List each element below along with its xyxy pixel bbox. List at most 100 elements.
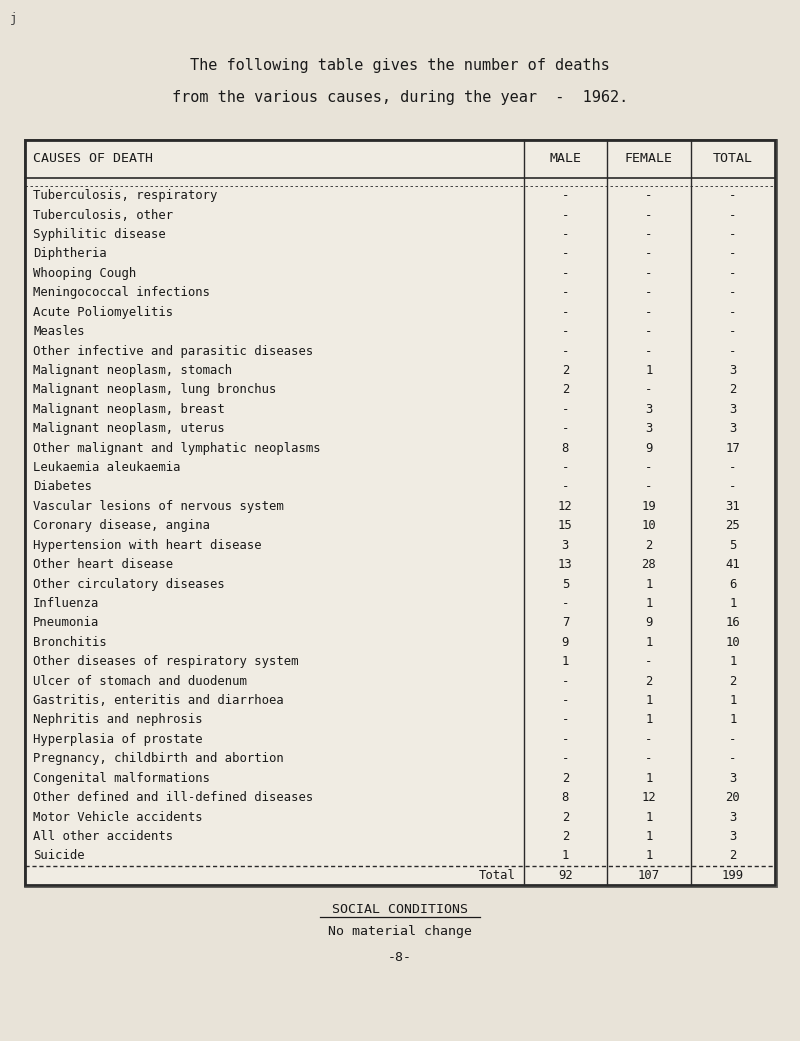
Text: 9: 9	[562, 636, 569, 649]
Text: 1: 1	[646, 364, 653, 377]
Text: 7: 7	[562, 616, 569, 630]
Text: -: -	[646, 345, 653, 357]
Text: Hypertension with heart disease: Hypertension with heart disease	[33, 538, 262, 552]
Text: 2: 2	[562, 830, 569, 843]
Text: Other defined and ill-defined diseases: Other defined and ill-defined diseases	[33, 791, 314, 804]
Text: 13: 13	[558, 558, 573, 572]
Text: 10: 10	[642, 519, 656, 532]
Text: Malignant neoplasm, breast: Malignant neoplasm, breast	[33, 403, 225, 415]
Text: TOTAL: TOTAL	[713, 152, 753, 166]
Text: 1: 1	[646, 849, 653, 862]
Text: 2: 2	[562, 811, 569, 823]
Text: Tuberculosis, other: Tuberculosis, other	[33, 208, 173, 222]
Text: 1: 1	[646, 713, 653, 727]
Text: Whooping Cough: Whooping Cough	[33, 266, 136, 280]
Text: -: -	[646, 461, 653, 474]
Text: from the various causes, during the year  -  1962.: from the various causes, during the year…	[172, 90, 628, 105]
Text: 6: 6	[730, 578, 737, 590]
Text: 2: 2	[646, 675, 653, 688]
Text: 1: 1	[646, 811, 653, 823]
Text: 92: 92	[558, 869, 573, 882]
Text: 3: 3	[730, 830, 737, 843]
Text: -: -	[730, 286, 737, 300]
Text: 1: 1	[646, 771, 653, 785]
Text: Other diseases of respiratory system: Other diseases of respiratory system	[33, 655, 298, 668]
Text: 1: 1	[646, 694, 653, 707]
Text: 1: 1	[730, 655, 737, 668]
Text: -: -	[730, 461, 737, 474]
Text: -: -	[730, 325, 737, 338]
Text: 20: 20	[726, 791, 740, 804]
Text: 28: 28	[642, 558, 656, 572]
Text: 12: 12	[558, 500, 573, 513]
Text: 3: 3	[646, 423, 653, 435]
Text: Acute Poliomyelitis: Acute Poliomyelitis	[33, 306, 173, 319]
Text: -: -	[730, 481, 737, 493]
Text: Gastritis, enteritis and diarrhoea: Gastritis, enteritis and diarrhoea	[33, 694, 284, 707]
Text: 41: 41	[726, 558, 740, 572]
Text: Influenza: Influenza	[33, 596, 99, 610]
Text: -: -	[646, 655, 653, 668]
Text: 3: 3	[730, 811, 737, 823]
Text: Leukaemia aleukaemia: Leukaemia aleukaemia	[33, 461, 181, 474]
Text: Motor Vehicle accidents: Motor Vehicle accidents	[33, 811, 202, 823]
Text: Coronary disease, angina: Coronary disease, angina	[33, 519, 210, 532]
Text: Syphilitic disease: Syphilitic disease	[33, 228, 166, 242]
Text: Malignant neoplasm, uterus: Malignant neoplasm, uterus	[33, 423, 225, 435]
Text: -: -	[562, 733, 569, 745]
Text: 2: 2	[730, 849, 737, 862]
Text: -: -	[730, 345, 737, 357]
Text: Malignant neoplasm, lung bronchus: Malignant neoplasm, lung bronchus	[33, 383, 276, 397]
Text: -: -	[562, 266, 569, 280]
Text: 199: 199	[722, 869, 744, 882]
Text: Ulcer of stomach and duodenum: Ulcer of stomach and duodenum	[33, 675, 247, 688]
Text: 25: 25	[726, 519, 740, 532]
Text: 1: 1	[646, 578, 653, 590]
Text: No material change: No material change	[328, 925, 472, 938]
Text: 1: 1	[562, 849, 569, 862]
Text: Total: Total	[479, 869, 516, 882]
Text: -: -	[730, 733, 737, 745]
Text: 1: 1	[730, 713, 737, 727]
Text: -: -	[562, 189, 569, 202]
Text: 3: 3	[562, 538, 569, 552]
Text: SOCIAL CONDITIONS: SOCIAL CONDITIONS	[332, 903, 468, 916]
Text: -: -	[562, 713, 569, 727]
Text: -: -	[562, 753, 569, 765]
Text: -: -	[562, 286, 569, 300]
Text: 5: 5	[562, 578, 569, 590]
Text: 10: 10	[726, 636, 740, 649]
Text: -: -	[562, 694, 569, 707]
Text: Other circulatory diseases: Other circulatory diseases	[33, 578, 225, 590]
Text: Tuberculosis, respiratory: Tuberculosis, respiratory	[33, 189, 218, 202]
Text: Hyperplasia of prostate: Hyperplasia of prostate	[33, 733, 202, 745]
Text: -: -	[730, 266, 737, 280]
Text: -: -	[646, 481, 653, 493]
Text: -: -	[646, 325, 653, 338]
Text: Congenital malformations: Congenital malformations	[33, 771, 210, 785]
Text: MALE: MALE	[550, 152, 582, 166]
Bar	[23, 138, 777, 887]
Text: -: -	[730, 189, 737, 202]
Text: Measles: Measles	[33, 325, 85, 338]
Text: 15: 15	[558, 519, 573, 532]
Text: 3: 3	[730, 364, 737, 377]
Text: Vascular lesions of nervous system: Vascular lesions of nervous system	[33, 500, 284, 513]
Text: 3: 3	[730, 403, 737, 415]
Text: -: -	[730, 248, 737, 260]
Text: -: -	[730, 306, 737, 319]
Text: -: -	[562, 208, 569, 222]
Text: Diphtheria: Diphtheria	[33, 248, 106, 260]
Text: -: -	[562, 228, 569, 242]
Text: 16: 16	[726, 616, 740, 630]
Text: All other accidents: All other accidents	[33, 830, 173, 843]
Text: -: -	[562, 248, 569, 260]
Text: 2: 2	[562, 364, 569, 377]
Text: FEMALE: FEMALE	[625, 152, 673, 166]
Text: 8: 8	[562, 441, 569, 455]
Text: 9: 9	[646, 441, 653, 455]
Text: -: -	[562, 481, 569, 493]
Text: Nephritis and nephrosis: Nephritis and nephrosis	[33, 713, 202, 727]
Text: 2: 2	[562, 383, 569, 397]
Text: -: -	[730, 208, 737, 222]
